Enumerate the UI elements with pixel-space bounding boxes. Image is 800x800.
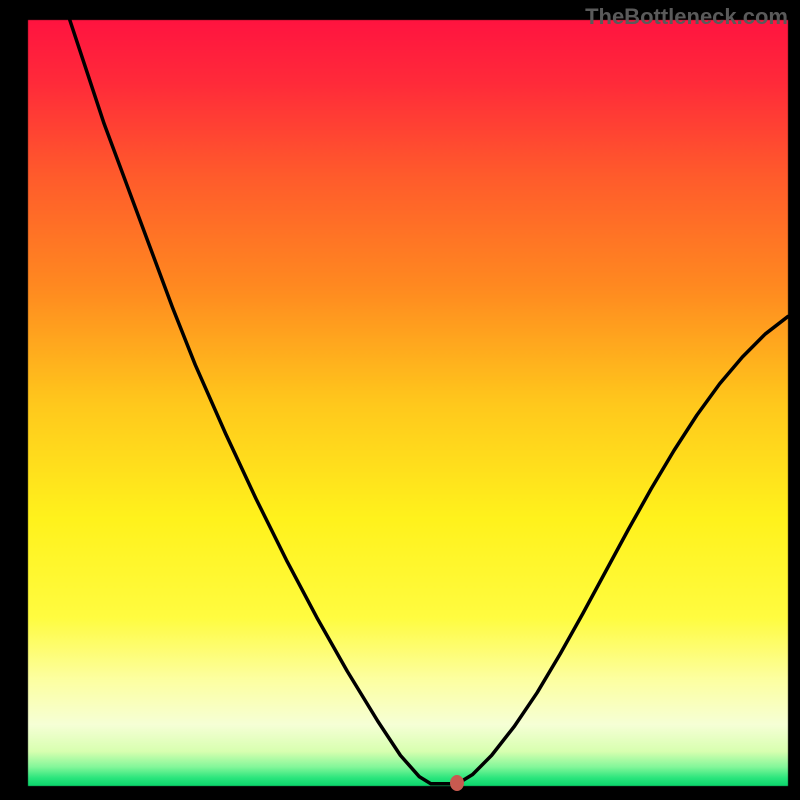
bottleneck-curve — [0, 0, 800, 800]
chart-stage: TheBottleneck.com — [0, 0, 800, 800]
watermark-text: TheBottleneck.com — [585, 4, 788, 30]
bottleneck-curve-path — [70, 20, 788, 784]
